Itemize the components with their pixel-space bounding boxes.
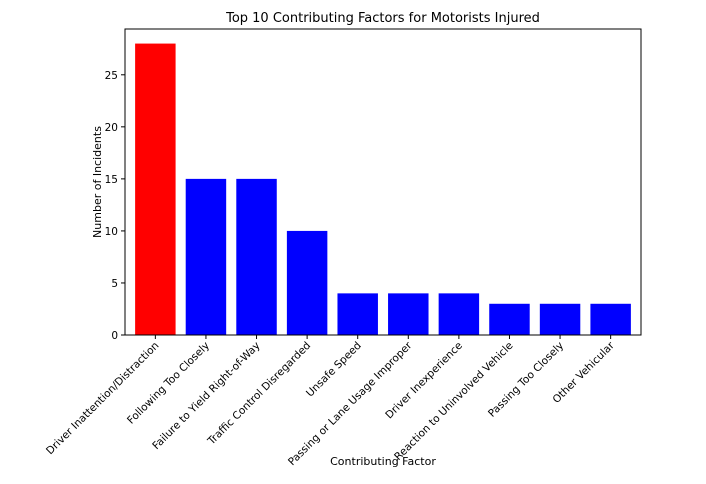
bar-8 (489, 303, 530, 335)
bar-10 (590, 303, 631, 335)
bar-9 (539, 303, 581, 335)
bar-7 (438, 293, 480, 335)
x-tick-label: Traffic Control Disregarded (205, 340, 313, 448)
y-axis-label: Number of Incidents (91, 126, 104, 238)
bar-6 (388, 293, 429, 335)
x-axis-ticks: Driver Inattention/DistractionFollowing … (44, 335, 617, 468)
y-tick-label: 20 (105, 122, 118, 134)
bar-4 (286, 230, 328, 335)
bar-1 (135, 43, 176, 335)
plot-frame (124, 28, 642, 336)
x-tick-label: Following Too Closely (125, 340, 212, 427)
y-axis-ticks: 0 5 10 15 20 25 (105, 70, 125, 342)
y-tick-label: 15 (105, 174, 118, 186)
y-tick-label: 0 (111, 330, 118, 342)
y-tick-label: 25 (105, 70, 118, 82)
x-axis-label: Contributing Factor (330, 455, 436, 468)
x-tick-label: Failure to Yield Right-of-Way (150, 340, 262, 452)
bar-5 (337, 293, 378, 335)
y-tick-label: 5 (111, 278, 118, 290)
chart-title: Top 10 Contributing Factors for Motorist… (225, 11, 540, 26)
bar-2 (185, 178, 227, 335)
bars-group (135, 43, 631, 335)
bar-3 (236, 178, 277, 335)
y-tick-label: 10 (105, 226, 118, 238)
